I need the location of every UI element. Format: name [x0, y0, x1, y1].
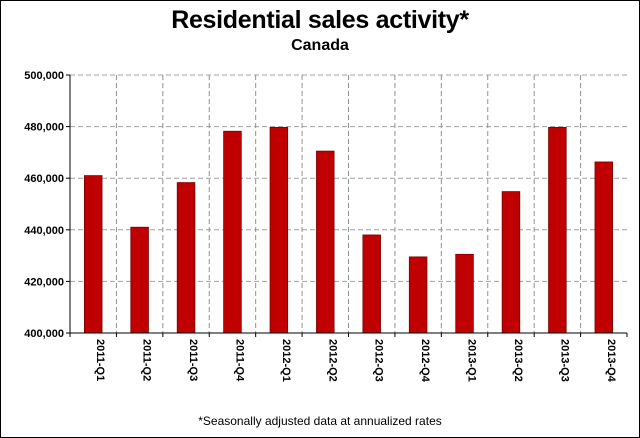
chart-title: Residential sales activity*	[171, 6, 469, 34]
bar-layer	[83, 126, 614, 334]
x-tick-label: 2013-Q4	[605, 339, 617, 383]
y-tick-label: 480,000	[24, 122, 64, 134]
bar-2011-Q4	[223, 130, 242, 334]
x-tick-label: 2013-Q3	[558, 339, 570, 382]
grid-layer	[70, 74, 627, 333]
bar-2013-Q3	[548, 126, 567, 334]
axis-layer	[66, 74, 628, 337]
x-tick-labels: 2011-Q1 2011-Q2 2011-Q3 2011-Q4 2012-Q1 2012-…	[94, 339, 617, 383]
bar-2013-Q2	[501, 191, 521, 334]
x-tick-label: 2012-Q2	[326, 339, 338, 382]
y-tick-label: 400,000	[24, 328, 64, 340]
x-tick-label: 2011-Q4	[233, 339, 245, 382]
bar-2011-Q1	[83, 175, 103, 334]
bar-2012-Q2	[316, 150, 335, 334]
y-tick-label: 460,000	[24, 173, 64, 185]
bar-2011-Q2	[130, 226, 149, 334]
chart-subtitle: Canada	[291, 37, 349, 54]
bar-2012-Q4	[408, 256, 428, 334]
y-tick-label: 440,000	[24, 225, 64, 237]
x-tick-label: 2011-Q3	[187, 339, 199, 381]
x-tick-label: 2013-Q2	[512, 339, 524, 382]
y-tick-label: 500,000	[24, 70, 64, 82]
x-tick-label: 2012-Q1	[280, 339, 292, 382]
x-tick-label: 2012-Q3	[373, 339, 385, 382]
bar-2011-Q3	[176, 182, 196, 334]
x-tick-label: 2013-Q1	[466, 339, 478, 382]
bar-2012-Q3	[362, 234, 381, 334]
y-tick-label: 420,000	[24, 276, 64, 288]
bar-2012-Q1	[269, 126, 289, 334]
x-tick-label: 2012-Q4	[419, 339, 431, 383]
x-tick-label: 2011-Q2	[141, 339, 153, 381]
footnote: *Seasonally adjusted data at annualized …	[198, 414, 442, 428]
bar-2013-Q4	[594, 161, 614, 334]
x-tick-label: 2011-Q1	[94, 339, 106, 381]
y-tick-labels: 400,000 420,000 440,000 460,000 480,000 500,0…	[24, 70, 64, 340]
bar-2013-Q1	[455, 253, 474, 334]
